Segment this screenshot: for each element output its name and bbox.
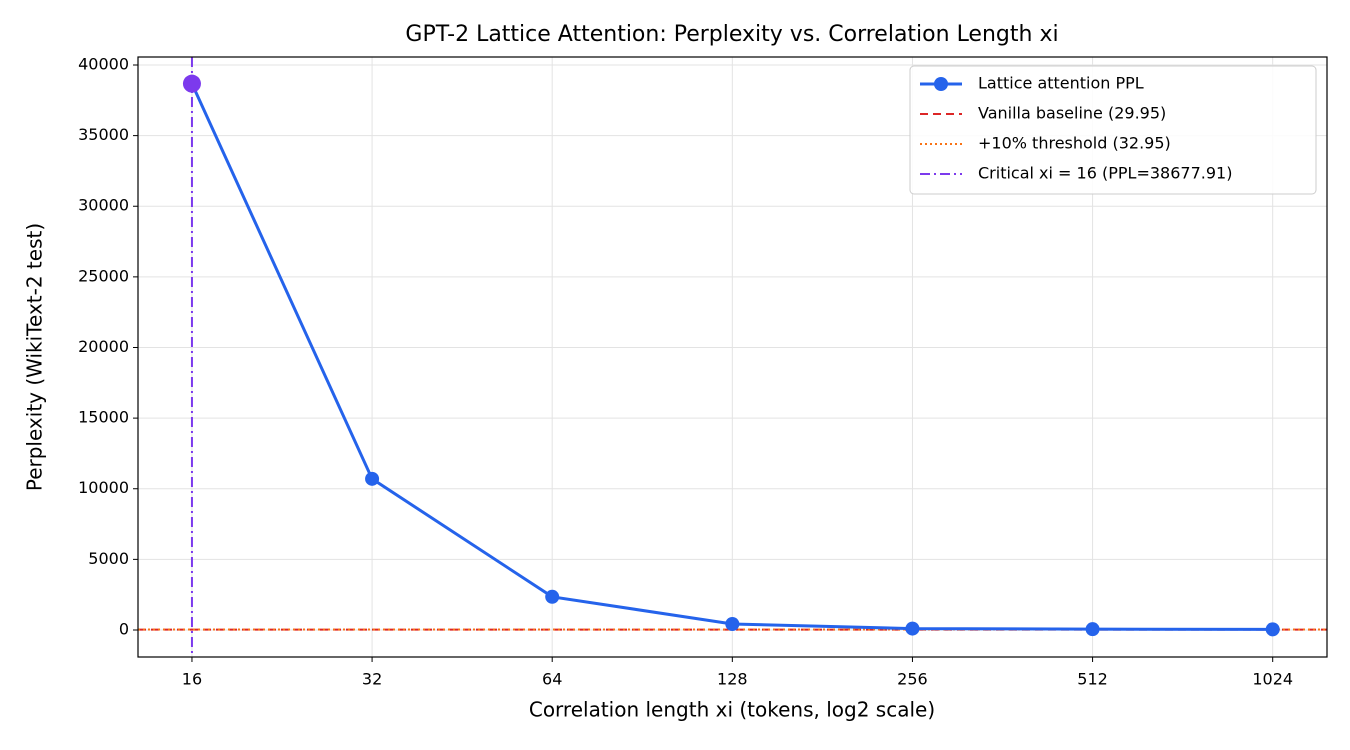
y-tick-label: 10000 [78, 478, 129, 497]
y-tick-label: 30000 [78, 196, 129, 215]
legend-label: +10% threshold (32.95) [978, 134, 1171, 153]
chart-title: GPT-2 Lattice Attention: Perplexity vs. … [405, 22, 1058, 47]
point [1085, 622, 1100, 637]
y-tick-label: 0 [119, 619, 129, 638]
point [365, 471, 380, 486]
x-axis-label: Correlation length xi (tokens, log2 scal… [529, 698, 935, 722]
x-tick-label: 32 [362, 670, 382, 689]
y-tick-label: 40000 [78, 54, 129, 73]
y-tick-label: 5000 [88, 549, 129, 568]
x-tick-label: 64 [542, 670, 562, 689]
point [1265, 622, 1280, 637]
legend-box [909, 65, 1317, 195]
x-tick-label: 512 [1077, 670, 1108, 689]
y-tick-label: 35000 [78, 125, 129, 144]
point [545, 589, 560, 604]
point [905, 621, 920, 636]
y-tick-label: 20000 [78, 337, 129, 356]
point [725, 616, 740, 631]
y-tick-label: 15000 [78, 408, 129, 427]
x-tick-label: 1024 [1252, 670, 1293, 689]
legend-label: Critical xi = 16 (PPL=38677.91) [978, 164, 1232, 183]
x-tick-label: 16 [182, 670, 202, 689]
legend-marker [934, 77, 948, 91]
y-tick-label: 25000 [78, 266, 129, 285]
x-tick-label: 256 [897, 670, 928, 689]
y-axis-label: Perplexity (WikiText-2 test) [23, 223, 47, 491]
plot-frame [137, 56, 1328, 658]
critical-point [182, 74, 201, 93]
legend-label: Vanilla baseline (29.95) [978, 104, 1166, 123]
x-tick-label: 128 [717, 670, 748, 689]
legend-label: Lattice attention PPL [978, 74, 1144, 93]
